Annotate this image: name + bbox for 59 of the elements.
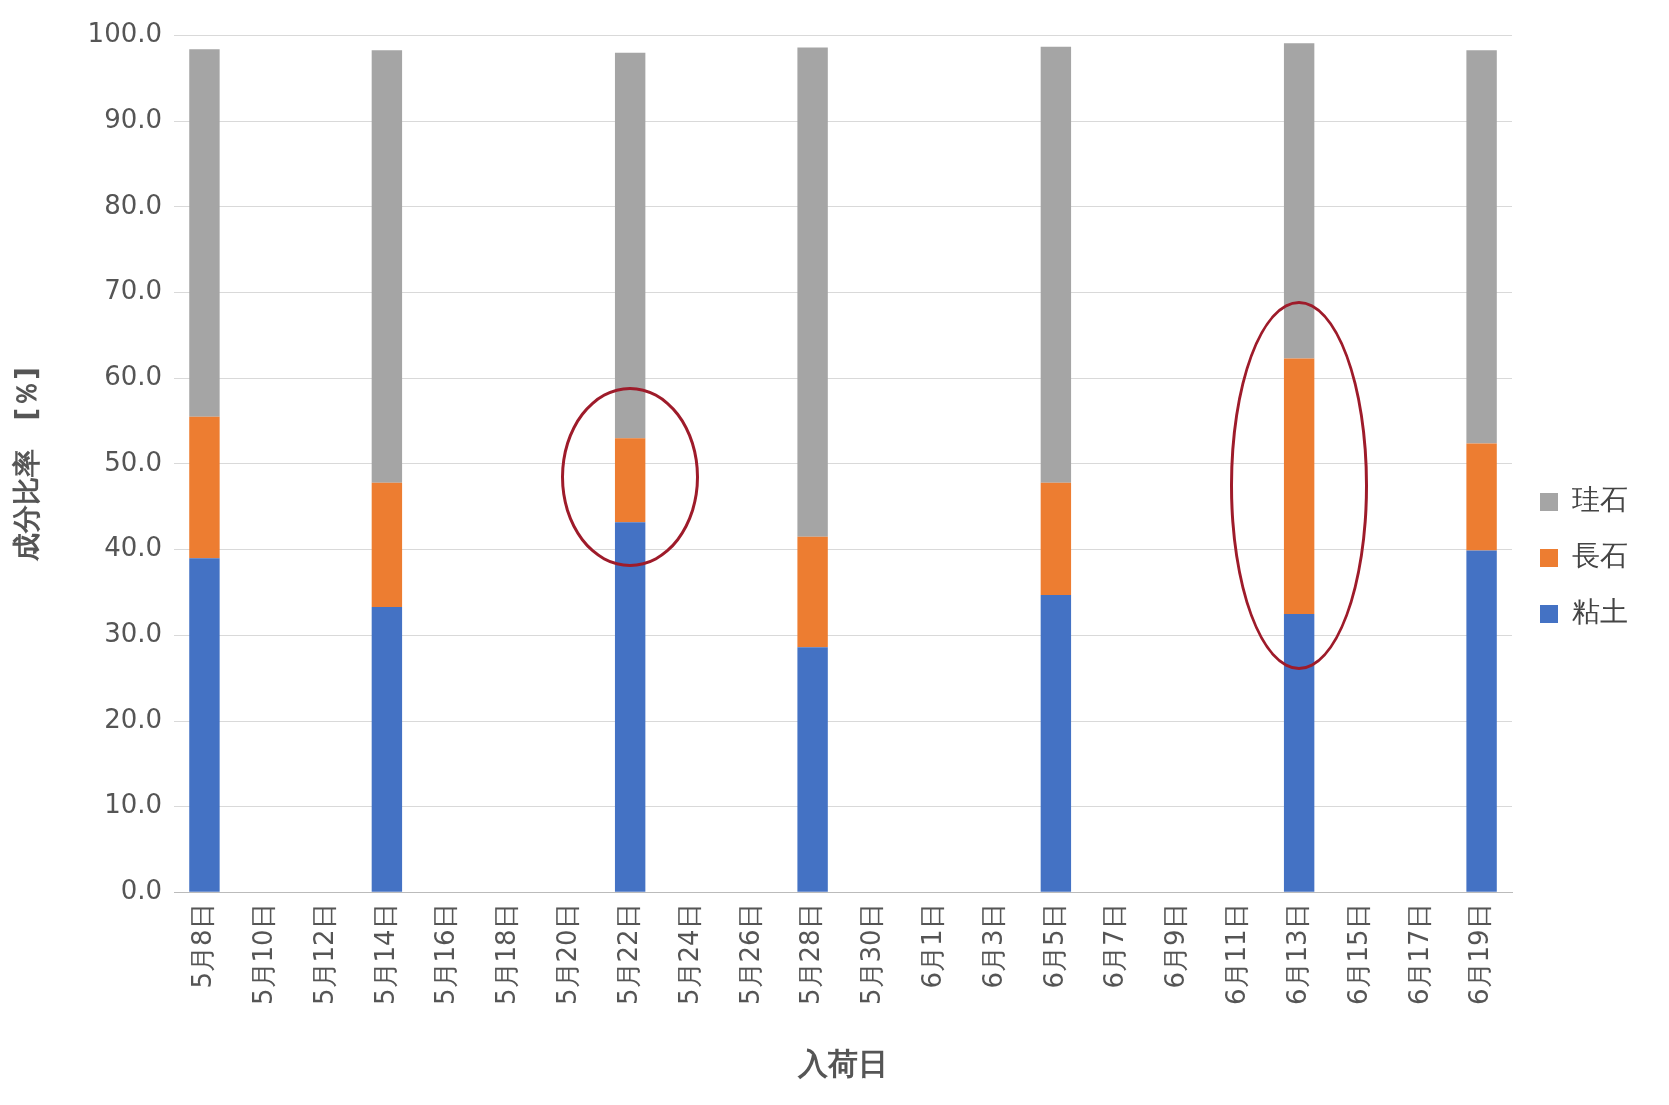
y-tick-label: 50.0 <box>104 446 163 477</box>
y-tick-label: 70.0 <box>104 275 163 306</box>
legend-label: 長石 <box>1572 539 1628 573</box>
x-tick-label: 5月12日 <box>308 903 339 1006</box>
bar <box>1283 358 1315 614</box>
x-tick-label: 5月20日 <box>552 903 583 1006</box>
x-tick-label: 5月16日 <box>430 903 461 1006</box>
bar <box>797 47 828 537</box>
y-tick-label: 90.0 <box>104 104 163 135</box>
x-tick-label: 5月24日 <box>673 903 704 1006</box>
x-tick-label: 6月5日 <box>1038 903 1069 989</box>
y-tick-label: 40.0 <box>104 532 163 563</box>
legend-label: 粘土 <box>1572 595 1628 629</box>
x-axis-title: 入荷日 <box>797 1045 889 1081</box>
bar <box>371 607 403 892</box>
x-tick-label: 6月15日 <box>1342 903 1373 1006</box>
x-tick-label: 5月14日 <box>369 903 400 1006</box>
x-tick-label: 6月7日 <box>1099 903 1130 989</box>
x-tick-label: 5月30日 <box>856 903 887 1006</box>
y-tick-label: 0.0 <box>120 875 163 906</box>
bar <box>1466 550 1497 892</box>
x-tick-label: 6月19日 <box>1464 903 1495 1006</box>
x-tick-label: 6月11日 <box>1221 903 1252 1006</box>
x-tick-label: 5月26日 <box>734 903 765 1006</box>
legend-label: 珪石 <box>1572 483 1628 517</box>
y-tick-label: 80.0 <box>104 189 163 220</box>
bar <box>1040 46 1072 483</box>
bar <box>371 482 403 608</box>
bar <box>614 52 646 439</box>
x-tick-label: 6月3日 <box>977 903 1008 989</box>
bar <box>189 49 220 417</box>
x-tick-label: 5月8日 <box>187 903 218 989</box>
x-tick-label: 6月17日 <box>1403 903 1434 1006</box>
bar <box>797 647 828 892</box>
bar <box>1466 443 1497 551</box>
bar <box>614 438 646 523</box>
bar <box>1283 43 1315 359</box>
bar <box>189 558 220 892</box>
x-tick-label: 6月9日 <box>1160 903 1191 989</box>
y-tick-label: 10.0 <box>104 789 163 820</box>
bar <box>1283 613 1315 892</box>
bar <box>1040 482 1072 596</box>
x-tick-label: 5月10日 <box>248 903 279 1006</box>
bar <box>1040 595 1072 892</box>
bar <box>797 536 828 648</box>
x-tick-label: 6月1日 <box>916 903 947 989</box>
x-tick-label: 5月18日 <box>491 903 522 1006</box>
x-tick-label: 5月28日 <box>795 903 826 1006</box>
x-tick-label: 5月22日 <box>612 903 643 1006</box>
bar <box>371 50 403 483</box>
bar <box>189 416 220 559</box>
y-axis-title: 成分比率 [％] <box>10 367 44 562</box>
y-tick-label: 100.0 <box>87 18 163 49</box>
x-tick-label: 6月13日 <box>1281 903 1312 1006</box>
bar <box>614 522 646 892</box>
bar <box>1466 50 1497 444</box>
y-tick-label: 30.0 <box>104 618 163 649</box>
y-tick-label: 20.0 <box>104 703 163 734</box>
y-tick-label: 60.0 <box>104 361 163 392</box>
